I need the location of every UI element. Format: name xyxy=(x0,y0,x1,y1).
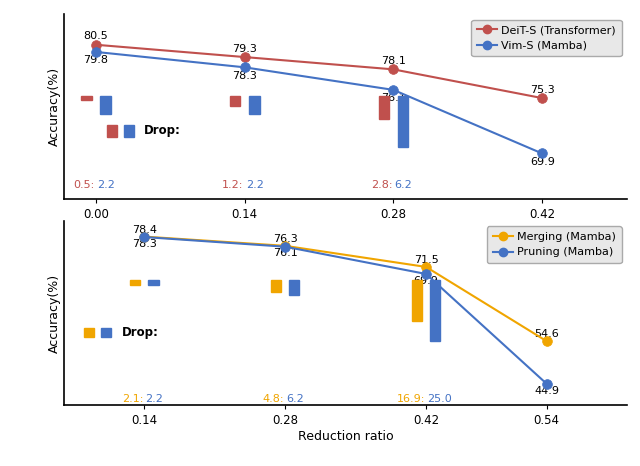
Text: 25.0: 25.0 xyxy=(427,394,452,404)
Text: 78.3: 78.3 xyxy=(232,71,257,81)
Text: (a) Transformer v.s. Mamba: Mamba is more sensitive in pruning: (a) Transformer v.s. Mamba: Mamba is mor… xyxy=(148,258,543,271)
Text: 71.5: 71.5 xyxy=(413,255,438,265)
Text: Drop:: Drop: xyxy=(122,326,159,339)
Text: 76.1: 76.1 xyxy=(273,248,298,259)
Text: 0.5:: 0.5: xyxy=(74,180,95,190)
Text: 54.6: 54.6 xyxy=(534,329,559,339)
Text: 76.1: 76.1 xyxy=(381,93,406,103)
Legend: DeiT-S (Transformer), Vim-S (Mamba): DeiT-S (Transformer), Vim-S (Mamba) xyxy=(472,20,621,56)
Text: 44.9: 44.9 xyxy=(534,386,559,396)
Text: 76.3: 76.3 xyxy=(273,234,298,244)
Bar xyxy=(84,329,94,337)
Text: Drop:: Drop: xyxy=(144,124,180,137)
Text: 69.9: 69.9 xyxy=(413,276,438,286)
Bar xyxy=(124,125,134,137)
Bar xyxy=(230,96,241,106)
Bar xyxy=(397,96,408,147)
Text: 78.3: 78.3 xyxy=(132,239,157,249)
Text: 2.8:: 2.8: xyxy=(371,180,392,190)
Text: 2.2: 2.2 xyxy=(97,180,115,190)
Bar xyxy=(81,96,92,100)
Bar xyxy=(289,280,300,295)
Bar xyxy=(101,329,111,337)
X-axis label: Reduction ratio: Reduction ratio xyxy=(298,223,394,236)
Text: 80.5: 80.5 xyxy=(83,32,108,41)
Bar xyxy=(249,96,260,114)
Bar xyxy=(131,280,140,285)
Text: 79.8: 79.8 xyxy=(83,55,108,65)
Bar xyxy=(412,280,422,321)
Text: 79.3: 79.3 xyxy=(232,44,257,54)
Text: 78.1: 78.1 xyxy=(381,56,406,66)
Bar xyxy=(100,96,111,114)
Text: 2.2: 2.2 xyxy=(145,394,163,404)
Y-axis label: Accuracy(%): Accuracy(%) xyxy=(48,67,61,146)
Text: 4.8:: 4.8: xyxy=(263,394,284,404)
Bar xyxy=(148,280,159,286)
Y-axis label: Accuracy(%): Accuracy(%) xyxy=(48,274,61,353)
Text: 78.4: 78.4 xyxy=(132,225,157,235)
X-axis label: Reduction ratio: Reduction ratio xyxy=(298,430,394,443)
Text: 69.9: 69.9 xyxy=(530,157,555,167)
Text: 6.2: 6.2 xyxy=(394,180,412,190)
Text: 1.2:: 1.2: xyxy=(222,180,244,190)
Text: 16.9:: 16.9: xyxy=(397,394,425,404)
Text: 2.2: 2.2 xyxy=(246,180,264,190)
Bar xyxy=(430,280,440,341)
Text: 2.1:: 2.1: xyxy=(122,394,143,404)
Legend: Merging (Mamba), Pruning (Mamba): Merging (Mamba), Pruning (Mamba) xyxy=(487,226,621,263)
Text: 75.3: 75.3 xyxy=(530,85,555,95)
Bar xyxy=(106,125,117,137)
Bar xyxy=(378,96,389,119)
Bar xyxy=(271,280,281,292)
Text: 6.2: 6.2 xyxy=(286,394,304,404)
